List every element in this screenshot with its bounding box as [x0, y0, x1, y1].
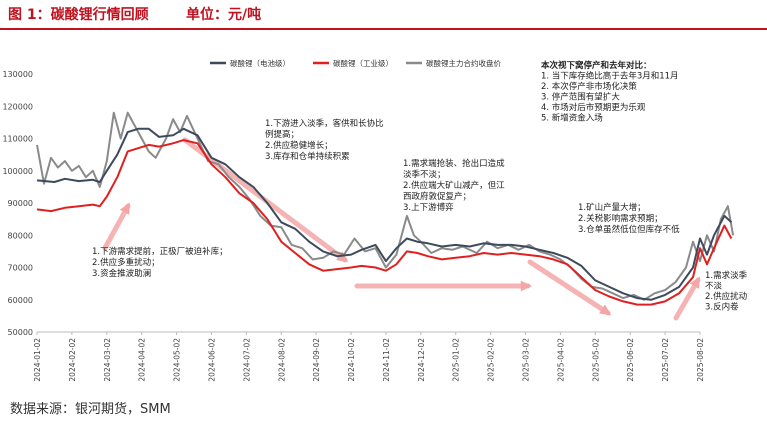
annotation-text: 1.下游进入淡季，客供和长协比	[265, 118, 384, 129]
y-axis: 50000 60000 70000 80000 90000 100000 110000 120…	[2, 70, 33, 337]
x-tick-label: 2025-07-02	[661, 338, 670, 382]
x-tick-label: 2025-08-02	[696, 338, 705, 382]
x-tick-label: 2024-12-02	[417, 338, 426, 382]
annotation-text: 淡季不淡；	[403, 169, 446, 180]
annotation-text: 2. 本次停产非市场化决策	[541, 81, 637, 92]
x-tick-label: 2024-02-02	[68, 338, 77, 382]
trend-arrow-head	[336, 251, 349, 263]
annotation-text: 3.仓单虽然低位但库存不低	[578, 224, 680, 235]
x-tick-label: 2024-07-02	[242, 338, 251, 382]
x-tick-label: 2025-02-02	[487, 338, 496, 382]
source-note: 数据来源：银河期货，SMM	[10, 402, 171, 417]
annotations: 1.下游需求提前，正极厂被迫补库；2.供应多重扰动；3.资金推波助澜 1.下游进入…	[92, 60, 748, 313]
annotation-text: 2.供应扰动	[705, 291, 748, 302]
x-tick-label: 2025-01-02	[452, 338, 461, 382]
legend-label: 碳酸锂（工业级）	[333, 58, 393, 68]
annotation-text: 3.库存和仓单持续积累	[265, 151, 350, 162]
annotation-text: 西政府敦促复产；	[403, 191, 471, 202]
annotation-text: 1.需求端抢装、抢出口造成	[403, 158, 505, 169]
x-axis: 2024-01-02 2024-02-02 2024-03-02 2024-04-02…	[33, 332, 705, 382]
annotation-text: 2.供应多重扰动；	[92, 257, 160, 268]
figure-title: 图 1：碳酸锂行情回顾	[8, 7, 149, 23]
annotation-text: 2.关税影响需求预期；	[578, 213, 663, 224]
legend: 碳酸锂（电池级） 碳酸锂（工业级） 碳酸锂主力合约收盘价	[210, 58, 501, 68]
x-tick-label: 2025-04-02	[556, 338, 565, 382]
trend-arrow-head	[520, 280, 532, 292]
header-rule	[0, 28, 767, 30]
legend-label: 碳酸锂主力合约收盘价	[426, 58, 501, 68]
figure-header: 图 1：碳酸锂行情回顾 单位：元/吨	[8, 4, 760, 26]
x-tick-label: 2024-03-02	[103, 338, 112, 382]
annotation-text: 2.供应端大矿山减产，但江	[403, 180, 505, 191]
price-chart: 50000 60000 70000 80000 90000 100000 110000 120…	[2, 58, 748, 382]
x-tick-label: 2025-06-02	[626, 338, 635, 382]
legend-label: 碳酸锂（电池级）	[230, 58, 290, 68]
x-tick-label: 2024-08-02	[277, 338, 286, 382]
y-tick-label: 110000	[2, 135, 33, 144]
y-tick-label: 70000	[8, 264, 33, 273]
annotation-text: 例提高；	[265, 129, 299, 140]
series-group	[36, 111, 735, 306]
trend-arrow	[527, 259, 611, 316]
annotation-text: 不淡	[705, 282, 723, 292]
y-tick-label: 50000	[8, 328, 33, 337]
x-tick-label: 2025-03-02	[522, 338, 531, 382]
trend-arrow-head	[119, 202, 130, 215]
x-tick-label: 2024-01-02	[33, 338, 42, 382]
annotation-text: 4. 市场对后市预期更为乐观	[541, 102, 646, 113]
x-tick-label: 2024-06-02	[207, 338, 216, 382]
x-tick-label: 2024-11-02	[382, 338, 391, 382]
y-tick-label: 100000	[2, 167, 33, 176]
y-tick-label: 80000	[8, 231, 33, 240]
annotation-text: 3.资金推波助澜	[92, 268, 151, 279]
series-line	[36, 127, 733, 301]
annotation-text: 1. 当下库存绝比高于去年3月和11月	[541, 71, 679, 82]
y-tick-label: 130000	[2, 70, 33, 79]
annotation-text: 本次视下窝停产和去年对比：	[541, 60, 652, 71]
annotation-text: 2.供应稳健增长；	[265, 140, 333, 151]
y-tick-label: 120000	[2, 102, 33, 111]
trend-arrow-head	[689, 276, 701, 289]
y-tick-label: 60000	[8, 296, 33, 305]
x-tick-label: 2024-05-02	[173, 338, 182, 382]
annotation-text: 1.矿山产量大增；	[578, 202, 646, 213]
trend-arrow	[673, 277, 701, 321]
trend-arrow-head	[599, 304, 612, 316]
annotation-text: 5. 新增资金入场	[541, 113, 603, 124]
annotation-text: 3.反内卷	[705, 302, 739, 313]
x-tick-label: 2024-09-02	[312, 338, 321, 382]
x-tick-label: 2024-10-02	[347, 338, 356, 382]
x-tick-label: 2024-04-02	[138, 338, 147, 382]
series-line	[36, 111, 735, 301]
annotation-text: 3. 停产范围有望扩大	[541, 92, 620, 103]
y-tick-label: 90000	[8, 199, 33, 208]
annotation-text: 1.需求淡季	[705, 270, 748, 281]
series-line	[36, 139, 733, 306]
x-tick-label: 2025-05-02	[591, 338, 600, 382]
annotation-text: 3.上下游博弈	[403, 202, 454, 213]
unit-label: 单位：元/吨	[186, 7, 262, 23]
annotation-text: 1.下游需求提前，正极厂被迫补库；	[92, 246, 228, 257]
trend-arrow	[102, 203, 131, 251]
